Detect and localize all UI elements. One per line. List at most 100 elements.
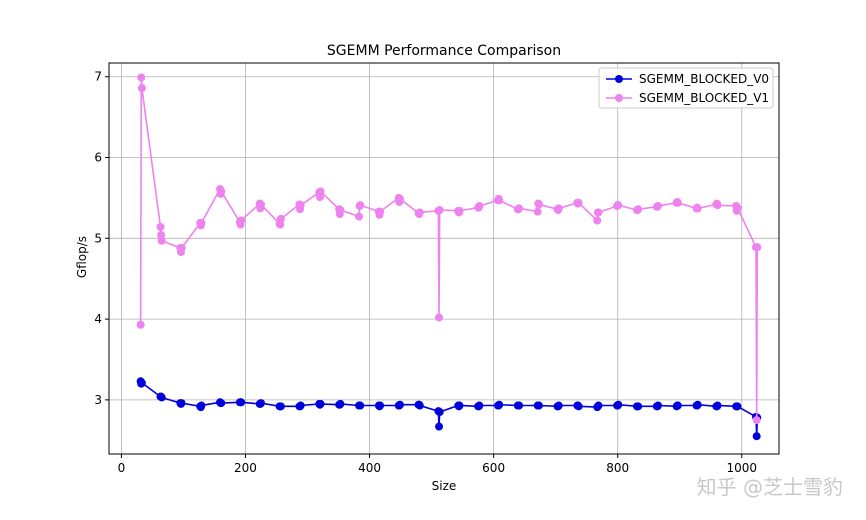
data-point	[336, 206, 345, 215]
data-point	[356, 401, 365, 410]
data-point	[614, 400, 623, 409]
data-point	[415, 401, 424, 410]
data-point	[753, 243, 762, 252]
y-tick-label: 5	[94, 231, 102, 245]
y-tick-label: 7	[94, 70, 102, 84]
x-tick-label: 800	[606, 461, 629, 475]
legend-label: SGEMM_BLOCKED_V0	[639, 72, 769, 86]
data-point	[733, 203, 742, 212]
data-point	[316, 399, 325, 408]
data-point	[593, 216, 602, 225]
data-point	[217, 399, 226, 408]
data-point	[713, 201, 722, 210]
data-point	[752, 432, 761, 441]
data-point	[376, 401, 385, 410]
data-point	[435, 313, 444, 322]
legend-label: SGEMM_BLOCKED_V1	[639, 91, 769, 105]
data-point	[177, 399, 186, 408]
series-layer	[136, 73, 762, 441]
data-point	[673, 401, 682, 410]
data-point	[355, 212, 364, 221]
axes: 0 200 400 600 800 1000 3 4 5 6 7	[94, 62, 780, 475]
y-tick-label: 6	[94, 151, 102, 165]
data-point	[574, 198, 583, 207]
watermark: 知乎 @芝士雪豹	[697, 475, 843, 499]
data-point	[395, 194, 404, 203]
data-point	[693, 400, 702, 409]
series-sgemm-blocked-v1	[136, 73, 762, 425]
data-point	[316, 187, 325, 196]
x-tick-label: 400	[358, 461, 381, 475]
data-point	[137, 378, 146, 387]
series-line	[139, 77, 759, 421]
data-point	[455, 401, 464, 410]
data-point	[594, 401, 603, 410]
data-point	[217, 187, 226, 196]
data-point	[256, 200, 265, 209]
data-point	[515, 204, 524, 213]
data-point	[197, 218, 206, 227]
data-point	[435, 422, 444, 431]
y-axis-label: Gflop/s	[75, 236, 89, 278]
data-point	[156, 222, 165, 231]
y-tick-label: 3	[94, 393, 102, 407]
data-point	[634, 402, 643, 411]
data-point	[534, 200, 543, 209]
data-point	[693, 204, 702, 213]
data-point	[533, 207, 542, 216]
data-point	[356, 201, 365, 210]
legend-box	[598, 67, 774, 109]
series-sgemm-blocked-v0	[136, 377, 762, 441]
data-point	[197, 401, 206, 410]
grid	[109, 63, 779, 454]
data-point	[495, 400, 504, 409]
x-tick-label: 600	[482, 461, 505, 475]
data-point	[157, 393, 166, 402]
x-tick-label: 1000	[727, 461, 758, 475]
data-point	[296, 201, 305, 210]
data-point	[654, 201, 663, 210]
data-point	[137, 84, 146, 93]
x-axis-label: Size	[432, 479, 457, 493]
data-point	[336, 399, 345, 408]
legend-marker	[615, 94, 623, 102]
data-point	[256, 399, 265, 408]
data-point	[376, 207, 385, 216]
data-point	[554, 204, 563, 213]
data-point	[733, 402, 742, 411]
data-point	[654, 401, 663, 410]
data-point	[673, 198, 682, 207]
data-point	[395, 400, 404, 409]
legend-marker	[615, 75, 623, 83]
data-point	[296, 401, 305, 410]
data-point	[495, 196, 504, 205]
data-point	[137, 73, 146, 82]
y-tick-label: 4	[94, 312, 102, 326]
data-point	[276, 402, 285, 411]
data-point	[157, 236, 166, 245]
data-point	[475, 201, 484, 210]
data-point	[713, 401, 722, 410]
data-point	[276, 214, 285, 223]
data-point	[177, 243, 186, 252]
data-point	[435, 206, 444, 215]
chart-title: SGEMM Performance Comparison	[327, 43, 561, 59]
data-point	[136, 320, 145, 329]
data-point	[752, 416, 761, 425]
data-point	[574, 402, 583, 411]
data-point	[515, 401, 524, 410]
data-point	[415, 208, 424, 217]
data-point	[634, 205, 643, 214]
x-tick-label: 0	[118, 461, 126, 475]
data-point	[475, 401, 484, 410]
data-point	[534, 401, 543, 410]
data-point	[594, 208, 603, 217]
data-point	[554, 401, 563, 410]
data-point	[237, 216, 246, 225]
data-point	[614, 201, 623, 210]
data-point	[435, 407, 444, 416]
plot-frame	[108, 62, 780, 455]
series-line	[139, 381, 759, 437]
data-point	[455, 206, 464, 215]
